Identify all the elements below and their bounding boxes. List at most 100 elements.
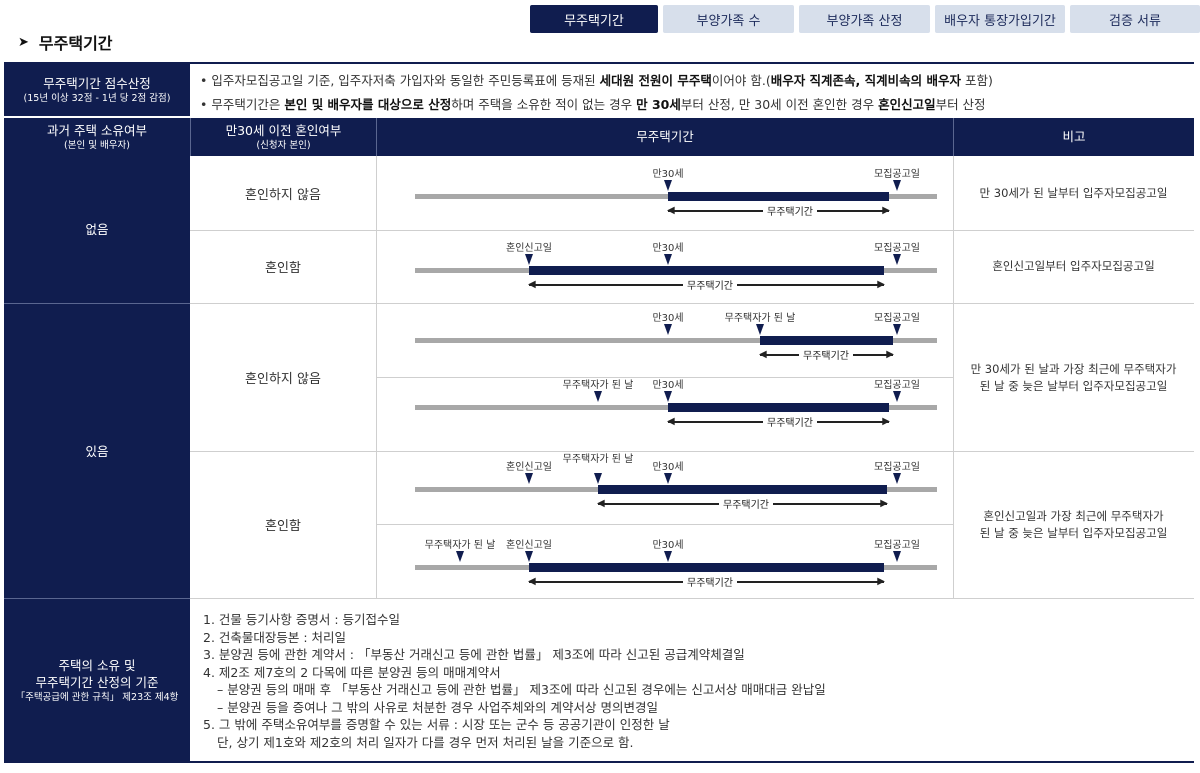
intro-text: 이어야 함.( [711, 73, 771, 88]
intro-line-1: • 입주자모집공고일 기준, 입주자저축 가입자와 동일한 주민등록표에 등재된… [200, 73, 993, 88]
criteria-header-line2: 무주택기간 산정의 기준 [35, 674, 159, 690]
marker-label-marriage: 혼인신고일 [506, 540, 552, 551]
tab-dependents-calculation[interactable]: 부양가족 산정 [799, 5, 930, 33]
document-subitem: – 분양권 등을 증여나 그 밖의 사유로 처분한 경우 사업주체와의 계약서상… [217, 699, 658, 715]
tab-spouse-account-period[interactable]: 배우자 통장가입기간 [935, 5, 1065, 33]
marker-label-age30: 만30세 [652, 540, 684, 551]
note-age30-to-announce: 만 30세가 된 날부터 입주자모집공고일 [979, 185, 1168, 200]
marker-triangle-icon [456, 551, 464, 562]
divider [4, 303, 190, 304]
no-house-period-bar [668, 192, 889, 201]
no-house-period-bar [529, 266, 884, 275]
marker-label-age30: 만30세 [652, 243, 684, 254]
marker-triangle-icon [525, 551, 533, 562]
marker-triangle-icon [525, 254, 533, 265]
section-title: ➤ 무주택기간 [18, 30, 113, 54]
tab-bar: 무주택기간 부양가족 수 부양가족 산정 배우자 통장가입기간 검증 서류 [530, 5, 1200, 33]
row-group-none-label: 없음 [85, 222, 109, 237]
note-line: 된 날 중 늦은 날부터 입주자모집공고일 [979, 378, 1168, 393]
marker-triangle-icon [664, 324, 672, 335]
col-header-period-title: 무주택기간 [636, 129, 694, 144]
divider [376, 377, 953, 378]
divider [953, 156, 954, 598]
marker-label-announce: 모집공고일 [874, 313, 920, 324]
marker-label-age30: 만30세 [652, 169, 684, 180]
arrow-right-icon: ▶ [877, 279, 885, 290]
divider [376, 524, 953, 525]
col-header-ownership-title: 과거 주택 소유여부 [47, 122, 147, 138]
row-label-not-married-owned: 혼인하지 않음 [245, 372, 321, 387]
marker-label-announce: 모집공고일 [874, 462, 920, 473]
marker-label-owner: 무주택자가 된 날 [424, 540, 496, 551]
period-label: 무주택기간 [763, 414, 817, 429]
marker-triangle-icon [664, 254, 672, 265]
note-line: 혼인신고일과 가장 최근에 무주택자가 [983, 508, 1164, 523]
marker-triangle-icon [893, 324, 901, 335]
row-label-married: 혼인함 [265, 261, 301, 276]
marker-triangle-icon [893, 254, 901, 265]
intro-bold: 배우자 직계존속, 직계비속의 배우자 [770, 73, 962, 88]
intro-text: 입주자모집공고일 기준, 입주자저축 가입자와 동일한 주민등록표에 등재된 [211, 73, 600, 88]
row-label-married-owned: 혼인함 [265, 519, 301, 534]
no-house-period-table [4, 62, 1194, 763]
arrow-right-icon: ➤ [18, 34, 29, 50]
col-header-ownership: 과거 주택 소유여부 (본인 및 배우자) [4, 118, 190, 156]
period-label: 무주택기간 [683, 277, 737, 292]
intro-bold: 본인 및 배우자를 대상으로 산정 [284, 97, 452, 112]
criteria-header-cell: 주택의 소유 및 무주택기간 산정의 기준 「주택공급에 관한 규칙」 제23조… [4, 599, 190, 762]
arrow-left-icon: ◀ [759, 349, 767, 360]
arrow-right-icon: ▶ [882, 416, 890, 427]
criteria-header-line1: 주택의 소유 및 [58, 657, 136, 673]
note-later-of-marriage-owner: 혼인신고일과 가장 최근에 무주택자가 된 날 중 늦은 날부터 입주자모집공고… [953, 451, 1194, 598]
row-group-has-label: 있음 [85, 443, 109, 459]
col-header-marriage-sub: (신청자 본인) [256, 139, 311, 151]
intro-line-2: • 무주택기간은 본인 및 배우자를 대상으로 산정하며 주택을 소유한 적이 … [200, 97, 986, 112]
note-marriage-to-announce: 혼인신고일부터 입주자모집공고일 [992, 259, 1155, 273]
divider [190, 303, 1194, 304]
arrow-right-icon: ▶ [880, 498, 888, 509]
marker-label-owner: 무주택자가 된 날 [562, 380, 634, 391]
arrow-left-icon: ◀ [667, 205, 675, 216]
tab-dependents-count[interactable]: 부양가족 수 [663, 5, 794, 33]
timeline-base [415, 338, 937, 343]
document-item: 1. 건물 등기사항 증명서 : 등기접수일 [203, 612, 401, 627]
divider [190, 451, 1194, 452]
document-subitem: – 분양권 등의 매매 후 「부동산 거래신고 등에 관한 법률」 제3조에 따… [217, 682, 826, 697]
col-header-period: 무주택기간 [376, 118, 953, 156]
arrow-right-icon: ▶ [882, 205, 890, 216]
marker-label-owner: 무주택자가 된 날 [562, 454, 634, 465]
document-item: 3. 분양권 등에 관한 계약서 : 「부동산 거래신고 등에 관한 법률」 제… [203, 647, 745, 662]
intro-text: 부터 산정, 만 30세 이전 혼인한 경우 [680, 97, 879, 112]
criteria-header-sub: 「주택공급에 관한 규칙」 제23조 제4항 [15, 691, 179, 703]
no-house-period-bar [598, 485, 887, 494]
intro-text: 포함) [961, 73, 993, 88]
row-group-has: 있음 [4, 304, 190, 598]
divider [4, 598, 190, 599]
no-house-period-bar [668, 403, 889, 412]
marker-triangle-icon [594, 391, 602, 402]
marker-triangle-icon [594, 473, 602, 484]
intro-bold: 혼인신고일 [878, 97, 936, 112]
marker-label-announce: 모집공고일 [874, 540, 920, 551]
arrow-left-icon: ◀ [528, 576, 536, 587]
marker-label-age30: 만30세 [652, 313, 684, 324]
period-label: 무주택기간 [683, 574, 737, 589]
col-header-ownership-sub: (본인 및 배우자) [64, 139, 130, 151]
marker-triangle-icon [664, 551, 672, 562]
document-item: 5. 그 밖에 주택소유여부를 증명할 수 있는 서류 : 시장 또는 군수 등… [203, 717, 670, 732]
col-header-marriage: 만30세 이전 혼인여부 (신청자 본인) [190, 118, 376, 156]
intro-text: 하며 주택을 소유한 적이 없는 경우 [451, 97, 637, 112]
period-arrow: ◀ ▶ 무주택기간 [528, 277, 885, 292]
col-header-marriage-title: 만30세 이전 혼인여부 [225, 122, 342, 138]
period-arrow: ◀ ▶ 무주택기간 [667, 203, 890, 218]
no-house-period-bar [529, 563, 884, 572]
tab-no-house-period[interactable]: 무주택기간 [530, 5, 658, 33]
arrow-right-icon: ▶ [886, 349, 894, 360]
period-arrow: ◀ ▶ 무주택기간 [667, 414, 890, 429]
document-item: 2. 건축물대장등본 : 처리일 [203, 629, 347, 645]
marker-label-marriage: 혼인신고일 [506, 462, 552, 473]
tab-verification-documents[interactable]: 검증 서류 [1070, 5, 1200, 33]
intro-text: 무주택기간은 [211, 97, 285, 112]
marker-triangle-icon [893, 391, 901, 402]
row-group-none: 없음 [4, 156, 190, 303]
